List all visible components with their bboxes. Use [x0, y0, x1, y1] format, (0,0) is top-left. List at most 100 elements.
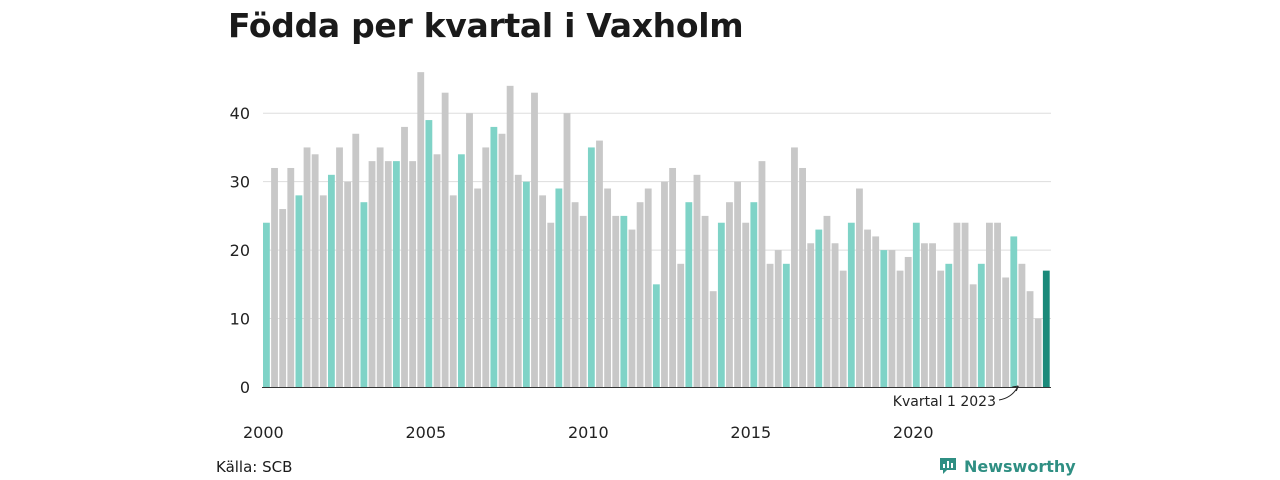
bar — [344, 181, 352, 387]
bar — [514, 174, 522, 387]
bar — [774, 250, 782, 387]
bar — [506, 85, 514, 387]
bars — [262, 72, 1051, 388]
bar — [319, 195, 327, 387]
bar — [945, 263, 953, 387]
x-tick-label: 2005 — [405, 423, 446, 442]
bar — [1026, 291, 1034, 387]
x-tick-label: 2015 — [730, 423, 771, 442]
bar — [360, 202, 368, 387]
bar — [1002, 277, 1010, 387]
newsworthy-logo-icon — [940, 458, 956, 474]
bar — [929, 243, 936, 387]
bar — [896, 270, 904, 387]
bar — [758, 161, 766, 387]
bar — [977, 263, 985, 387]
bar — [563, 113, 571, 387]
bar — [368, 161, 376, 387]
bar — [555, 188, 563, 387]
bar — [441, 92, 449, 387]
bar — [474, 188, 482, 387]
bar — [352, 133, 360, 387]
bar — [791, 147, 798, 387]
bar — [449, 195, 457, 387]
bar — [522, 181, 530, 387]
bar — [457, 154, 465, 387]
bar — [994, 222, 1001, 387]
brand-name: Newsworthy — [964, 456, 1076, 476]
bar — [466, 113, 473, 387]
bar — [295, 195, 303, 387]
bar — [1042, 270, 1050, 387]
y-axis: 0 10 20 30 40 — [230, 104, 250, 397]
bar — [628, 229, 636, 387]
bar — [961, 222, 969, 387]
chart-title: Födda per kvartal i Vaxholm — [228, 6, 744, 45]
annotation-arrowhead — [1012, 385, 1019, 392]
bar — [271, 167, 278, 387]
bar — [726, 202, 733, 387]
bar — [636, 202, 644, 387]
bar — [986, 222, 993, 387]
bar — [652, 284, 660, 387]
bar — [969, 284, 977, 387]
bar — [717, 222, 725, 387]
bar — [279, 209, 287, 387]
bar — [336, 147, 343, 387]
bar — [287, 167, 295, 387]
bar — [376, 147, 384, 387]
bar — [1010, 236, 1018, 387]
bar — [644, 188, 652, 387]
bar — [937, 270, 945, 387]
bar — [831, 243, 839, 387]
bar — [498, 133, 506, 387]
bar — [912, 222, 920, 387]
bar — [742, 222, 750, 387]
brand-logo: Newsworthy — [938, 456, 1076, 476]
bar — [799, 167, 806, 387]
bar — [750, 202, 758, 387]
annotation: Kvartal 1 2023 — [893, 385, 1019, 410]
bar — [661, 181, 668, 387]
x-tick-label: 2020 — [893, 423, 934, 442]
bar — [823, 215, 831, 387]
bar — [303, 147, 311, 387]
bar — [392, 161, 400, 387]
x-tick-label: 2000 — [243, 423, 284, 442]
y-tick-label: 20 — [230, 241, 250, 260]
bar — [327, 174, 335, 387]
bar — [587, 147, 595, 387]
bar — [701, 215, 709, 387]
bar — [880, 250, 888, 387]
bar — [384, 161, 392, 387]
bar — [864, 229, 871, 387]
bar — [709, 291, 717, 387]
bar — [596, 140, 603, 387]
bar — [766, 263, 774, 387]
bar — [685, 202, 693, 387]
bar — [807, 243, 815, 387]
bar — [734, 181, 741, 387]
bar — [531, 92, 538, 387]
y-tick-label: 10 — [230, 310, 250, 329]
bar — [815, 229, 823, 387]
bar — [311, 154, 319, 387]
source-label: Källa: SCB — [216, 458, 293, 476]
bar — [620, 215, 628, 387]
bar — [401, 126, 408, 387]
bar — [409, 161, 417, 387]
bar — [888, 250, 896, 387]
bar — [539, 195, 547, 387]
annotation-arrow — [998, 385, 1019, 401]
y-tick-label: 30 — [230, 173, 250, 192]
bar — [847, 222, 855, 387]
bar — [263, 222, 270, 387]
x-tick-label: 2010 — [568, 423, 609, 442]
bar — [433, 154, 441, 387]
bar — [669, 167, 677, 387]
bar — [482, 147, 490, 387]
bar — [547, 222, 555, 387]
bar — [953, 222, 961, 387]
y-tick-label: 0 — [240, 378, 250, 397]
